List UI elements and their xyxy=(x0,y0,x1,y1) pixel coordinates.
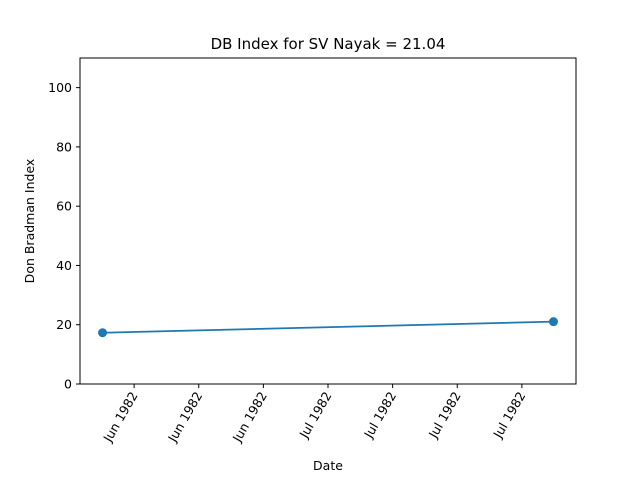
chart-title: DB Index for SV Nayak = 21.04 xyxy=(211,35,446,53)
plot-frame xyxy=(79,57,577,385)
series-line xyxy=(102,320,554,334)
x-axis-label: Date xyxy=(313,458,343,473)
series-layer xyxy=(98,317,558,338)
y-axis: 0 20 40 60 80 100 xyxy=(48,80,80,392)
data-point xyxy=(548,317,558,327)
data-point xyxy=(98,328,108,338)
y-tick-label: 60 xyxy=(56,199,72,214)
y-tick-label: 0 xyxy=(64,377,72,392)
plot-area xyxy=(80,58,576,384)
y-tick-label: 80 xyxy=(56,139,72,154)
y-tick-label: 100 xyxy=(48,80,72,95)
y-axis-label: Don Bradman Index xyxy=(22,159,37,284)
y-tick-label: 20 xyxy=(56,317,72,332)
y-tick-label: 40 xyxy=(56,258,72,273)
